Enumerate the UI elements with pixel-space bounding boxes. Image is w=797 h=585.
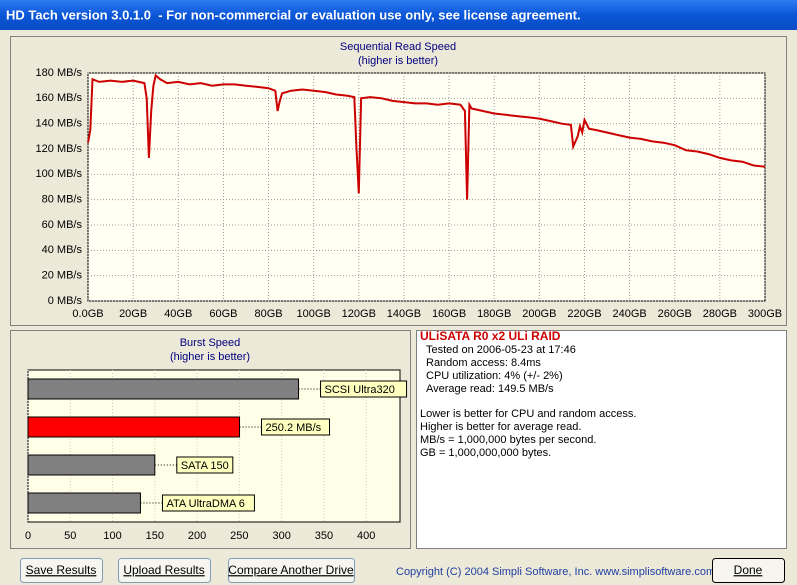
y-tick-label: 40 MB/s [42,244,83,256]
x-tick-label: 100GB [297,308,331,320]
y-tick-label: 140 MB/s [36,118,83,130]
window-title: HD Tach version 3.0.1.0 - For non-commer… [6,7,581,22]
info-note: Lower is better for CPU and random acces… [420,408,636,420]
x-tick-label: 300GB [748,308,782,320]
bar-label: SCSI Ultra320 [325,384,395,396]
seq-title: Sequential Read Speed [340,41,456,53]
x-tick-label: 40GB [164,308,192,320]
x-tick-label: 140GB [387,308,421,320]
x-tick-label: 160GB [432,308,466,320]
bar [27,492,141,514]
x-tick-label: 250 [230,530,248,542]
label-box [176,456,234,474]
title-bar [0,0,797,30]
x-tick-label: 350 [315,530,333,542]
y-tick-label: 120 MB/s [36,143,83,155]
info-line: CPU utilization: 4% (+/- 2%) [426,370,563,382]
plot-area [87,72,766,302]
button-label[interactable]: Compare Another Drive [228,563,354,577]
x-tick-label: 0 [25,530,31,542]
button[interactable] [118,558,211,583]
seq-subtitle: (higher is better) [358,55,438,67]
label-box [161,494,255,512]
bar [27,416,241,438]
y-tick-label: 100 MB/s [36,168,83,180]
info-note: Higher is better for average read. [420,421,581,433]
label-box [261,418,331,436]
button[interactable] [228,558,355,583]
info-title: ULiSATA R0 x2 ULi RAID [420,329,561,343]
x-tick-label: 80GB [254,308,282,320]
x-tick-label: 240GB [612,308,646,320]
button-label[interactable]: Upload Results [123,563,204,577]
read-speed-line [87,73,766,200]
x-tick-label: 280GB [703,308,737,320]
y-tick-label: 160 MB/s [36,92,83,104]
burst-subtitle: (higher is better) [170,351,250,363]
info-note: MB/s = 1,000,000 bytes per second. [420,434,596,446]
x-tick-label: 100 [103,530,121,542]
label-box [320,380,408,398]
y-tick-label: 20 MB/s [42,270,83,282]
button-label[interactable]: Done [734,563,763,577]
bar-label: SATA 150 [181,460,229,472]
x-tick-label: 220GB [567,308,601,320]
x-tick-label: 20GB [119,308,147,320]
bar [27,454,156,476]
bar [27,378,300,400]
bar-label: 250.2 MB/s [266,422,322,434]
x-tick-label: 200GB [522,308,556,320]
bar-label: ATA UltraDMA 6 [166,498,244,510]
x-tick-label: 60GB [209,308,237,320]
button[interactable] [712,558,785,583]
info-line: Tested on 2006-05-23 at 17:46 [426,344,576,356]
y-tick-label: 0 MB/s [48,295,83,307]
x-tick-label: 200 [188,530,206,542]
copyright: Copyright (C) 2004 Simpli Software, Inc.… [396,566,715,578]
info-line: Average read: 149.5 MB/s [426,383,554,395]
x-tick-label: 120GB [342,308,376,320]
y-tick-label: 60 MB/s [42,219,83,231]
x-tick-label: 260GB [658,308,692,320]
info-panel [416,330,787,549]
x-tick-label: 400 [357,530,375,542]
info-note: GB = 1,000,000,000 bytes. [420,447,551,459]
button-label[interactable]: Save Results [26,563,97,577]
x-tick-label: 0.0GB [72,308,103,320]
button[interactable] [20,558,103,583]
x-tick-label: 180GB [477,308,511,320]
burst-title: Burst Speed [180,337,241,349]
x-tick-label: 150 [146,530,164,542]
y-tick-label: 80 MB/s [42,194,83,206]
info-line: Random access: 8.4ms [426,357,541,369]
x-tick-label: 300 [272,530,290,542]
x-tick-label: 50 [64,530,76,542]
y-tick-label: 180 MB/s [36,67,83,79]
